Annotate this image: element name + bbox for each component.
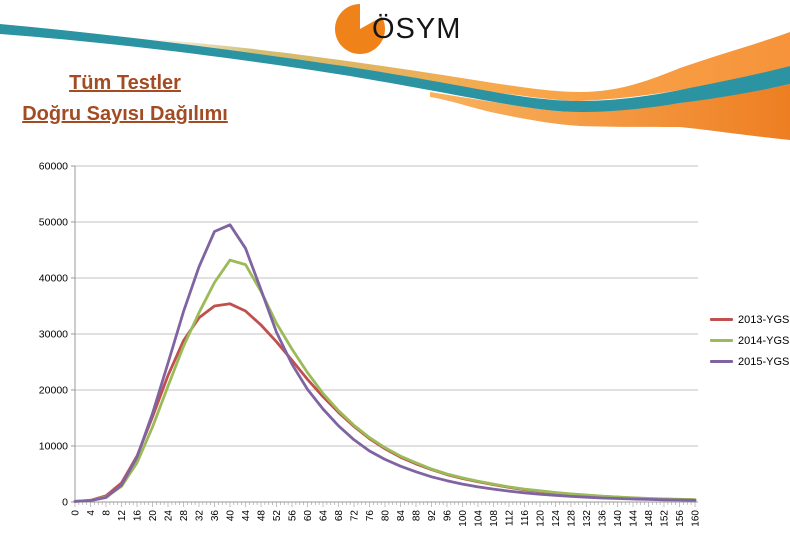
page-title-line1: Tüm Testler	[69, 72, 181, 94]
y-axis-label: 10000	[39, 441, 68, 453]
logo-notch	[360, 0, 385, 30]
legend-item-2013-ygs: 2013-YGS	[710, 313, 789, 326]
x-axis-label: 68	[334, 510, 345, 522]
x-axis-label: 8	[102, 510, 113, 516]
page-title: Tüm Testler Doğru Sayısı Dağılımı	[0, 68, 250, 130]
x-axis-label: 84	[396, 510, 407, 522]
chart-legend: 2013-YGS 2014-YGS 2015-YGS	[710, 313, 789, 376]
ribbon-lower-orange-band	[430, 84, 790, 140]
x-axis-label: 104	[474, 510, 485, 527]
legend-item-2015-ygs: 2015-YGS	[710, 355, 789, 368]
x-axis-label: 20	[148, 510, 159, 522]
page-title-line2: Doğru Sayısı Dağılımı	[22, 103, 228, 125]
legend-marker	[710, 339, 733, 342]
x-axis-label: 72	[350, 510, 361, 522]
header-ribbon: ÖSYM	[0, 0, 790, 140]
x-axis-label: 120	[536, 510, 547, 527]
x-axis-label: 140	[613, 510, 624, 527]
series-line-2015-ygs	[73, 223, 697, 503]
x-axis-label: 16	[133, 510, 144, 522]
x-axis-label: 48	[257, 510, 268, 522]
legend-label: 2013-YGS	[738, 313, 790, 326]
x-axis-label: 76	[365, 510, 376, 522]
x-axis-label: 92	[427, 510, 438, 522]
x-axis-label: 40	[226, 510, 237, 522]
x-axis-label: 160	[691, 510, 702, 527]
y-axis-label: 20000	[39, 385, 68, 397]
y-axis-label: 0	[62, 497, 68, 509]
legend-marker	[710, 318, 733, 321]
legend-label: 2015-YGS	[738, 355, 790, 368]
legend-marker	[710, 360, 733, 363]
x-axis-label: 108	[489, 510, 500, 527]
x-axis-label: 144	[629, 510, 640, 527]
x-axis-label: 12	[117, 510, 128, 522]
y-axis-label: 50000	[39, 217, 68, 229]
x-axis-label: 116	[520, 510, 531, 526]
x-axis-label: 44	[241, 510, 252, 522]
x-axis-label: 0	[71, 510, 82, 516]
osym-logo: ÖSYM	[335, 0, 461, 54]
x-axis-label: 148	[644, 510, 655, 527]
x-axis-label: 112	[505, 510, 516, 526]
x-axis-label: 4	[86, 510, 97, 516]
y-axis-label: 40000	[39, 273, 68, 285]
series-line-2014-ygs	[73, 258, 697, 503]
x-axis-label: 32	[195, 510, 206, 522]
x-axis-label: 152	[660, 510, 671, 527]
legend-item-2014-ygs: 2014-YGS	[710, 334, 789, 347]
osym-logo-text: ÖSYM	[372, 13, 461, 45]
x-axis-label: 52	[272, 510, 283, 522]
x-axis-label: 100	[458, 510, 469, 527]
x-axis-label: 156	[675, 510, 686, 527]
x-axis-label: 88	[412, 510, 423, 522]
x-axis-label: 136	[598, 510, 609, 527]
ribbon-teal-stripe	[0, 24, 790, 112]
series-line-2013-ygs	[73, 302, 697, 503]
y-axis-label: 60000	[39, 161, 68, 173]
x-axis-label: 24	[164, 510, 175, 522]
x-axis-label: 36	[210, 510, 221, 522]
legend-label: 2014-YGS	[738, 334, 790, 347]
x-axis-label: 28	[179, 510, 190, 522]
x-axis-label: 80	[381, 510, 392, 522]
x-axis-label: 96	[443, 510, 454, 522]
x-axis-label: 128	[567, 510, 578, 527]
y-axis-label: 30000	[39, 329, 68, 341]
x-axis-label: 64	[319, 510, 330, 522]
x-axis-label: 56	[288, 510, 299, 522]
x-axis-label: 124	[551, 510, 562, 527]
x-axis-label: 132	[582, 510, 593, 527]
x-axis-label: 60	[303, 510, 314, 522]
